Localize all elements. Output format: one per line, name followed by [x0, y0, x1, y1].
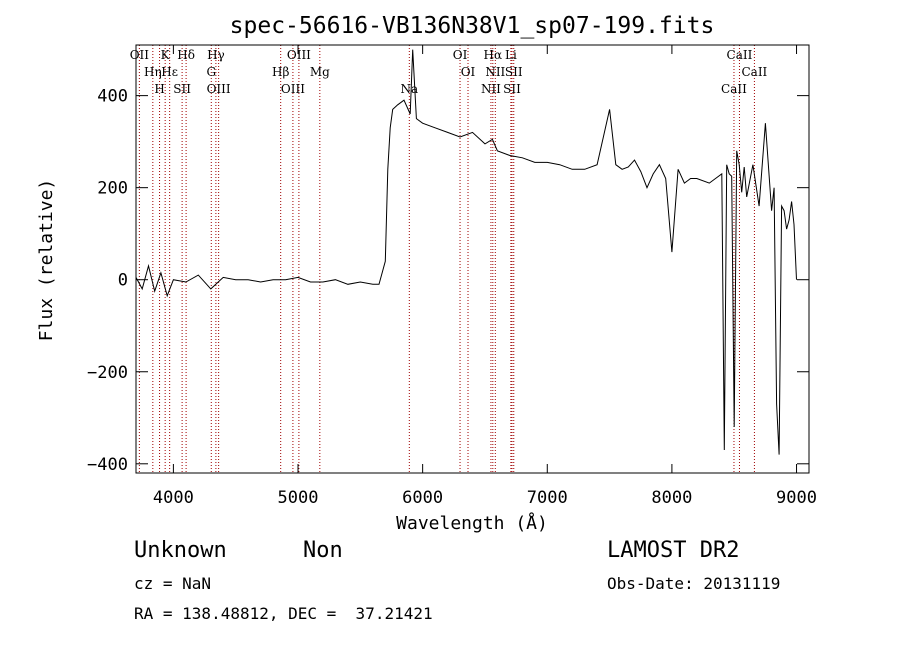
line-marker-label: K — [161, 48, 171, 62]
line-marker-label: OIII — [287, 48, 311, 62]
line-marker-label: OI — [461, 65, 476, 79]
line-marker-label: Hη — [144, 65, 162, 79]
x-axis-label: Wavelength (Å) — [396, 512, 548, 534]
line-marker-label: OI — [453, 48, 468, 62]
coordinates: RA = 138.48812, DEC = 37.21421 — [134, 604, 433, 623]
line-marker-label: CaII — [727, 48, 753, 62]
y-tick-label: 0 — [118, 271, 128, 291]
x-tick-label: 4000 — [153, 488, 194, 508]
line-marker-label: Hβ — [272, 65, 289, 79]
object-class: Unknown — [134, 538, 227, 563]
line-marker-label: Hδ — [177, 48, 195, 62]
chart-title: spec-56616-VB136N38V1_sp07-199.fits — [230, 13, 715, 39]
y-tick-label: −200 — [87, 363, 128, 383]
line-marker-label: OII — [130, 48, 150, 62]
y-tick-label: −400 — [87, 455, 128, 475]
line-marker-label: Hα — [484, 48, 503, 62]
line-marker-label: Mg — [310, 65, 330, 79]
observation-date: Obs-Date: 20131119 — [607, 574, 781, 593]
line-marker-label: Hε — [161, 65, 178, 79]
x-tick-label: 5000 — [278, 488, 319, 508]
spectrum-line — [135, 49, 797, 455]
y-tick-label: 400 — [97, 87, 128, 107]
line-marker-label: NII — [485, 65, 505, 79]
line-marker-label: SII — [503, 82, 521, 96]
x-tick-label: 7000 — [527, 488, 568, 508]
line-marker-label: OIII — [207, 82, 231, 96]
y-axis-label: Flux (relative) — [36, 179, 57, 342]
line-marker-label: SII — [505, 65, 523, 79]
x-tick-label: 9000 — [776, 488, 817, 508]
line-marker-label: SII — [173, 82, 191, 96]
object-subclass: Non — [303, 538, 343, 563]
spectral-line-markers — [138, 45, 755, 473]
x-axis-ticks: 4000 5000 6000 7000 8000 9000 — [153, 45, 817, 508]
y-tick-label: 200 — [97, 179, 128, 199]
line-marker-label: CaII — [721, 82, 747, 96]
line-marker-label: OIII — [281, 82, 305, 96]
survey-name: LAMOST DR2 — [607, 538, 740, 563]
line-marker-label: H — [154, 82, 164, 96]
x-tick-label: 6000 — [402, 488, 443, 508]
line-marker-label: G — [206, 65, 216, 79]
redshift-value: cz = NaN — [134, 574, 212, 593]
line-marker-label: Li — [505, 48, 517, 62]
plot-frame — [135, 44, 810, 474]
spectral-line-labels: OII Hη H K Hε SII Hδ G OIII Hγ Hβ OIII OIII Mg Na OI OI N… — [130, 48, 768, 96]
y-axis-ticks: −400 −200 0 200 400 — [87, 87, 809, 475]
line-marker-label: CaII — [741, 65, 767, 79]
line-marker-label: NII — [481, 82, 501, 96]
line-marker-label: Na — [400, 82, 418, 96]
line-marker-label: Hγ — [207, 48, 225, 62]
x-tick-label: 8000 — [651, 488, 692, 508]
